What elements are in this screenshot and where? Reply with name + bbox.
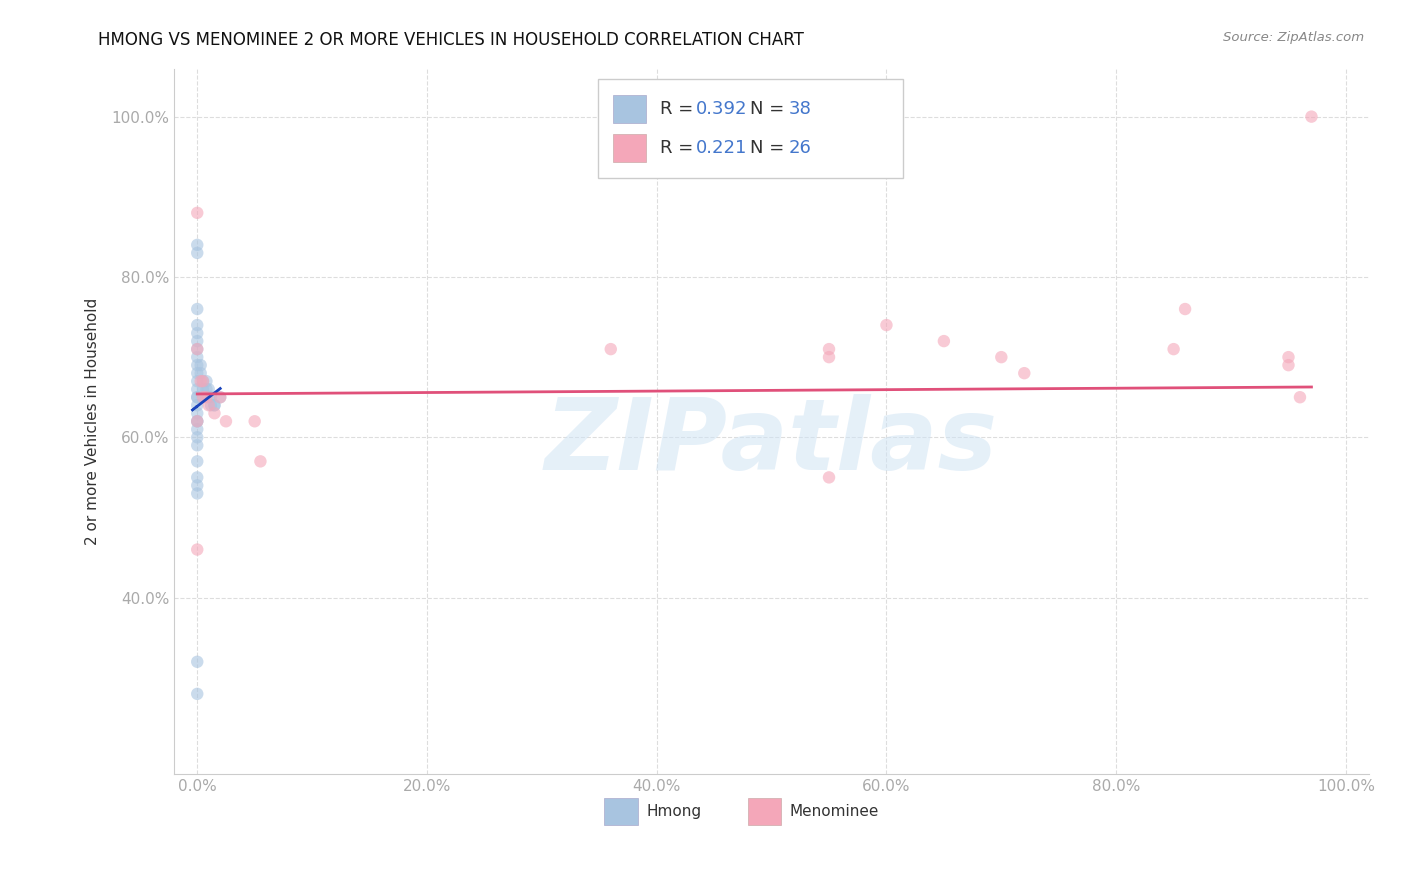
Point xyxy=(204,398,226,412)
Point xyxy=(186,454,208,468)
FancyBboxPatch shape xyxy=(605,798,638,825)
Point xyxy=(191,382,214,396)
Point xyxy=(186,342,208,356)
Point xyxy=(875,318,897,332)
Point xyxy=(599,342,621,356)
Point xyxy=(209,390,232,404)
Point xyxy=(195,382,218,396)
Point xyxy=(190,358,212,372)
Point xyxy=(186,374,208,388)
Point xyxy=(186,318,208,332)
Point xyxy=(1277,358,1299,372)
Point xyxy=(204,406,226,420)
Point xyxy=(1174,301,1197,316)
Point xyxy=(249,454,271,468)
Point xyxy=(186,334,208,348)
Point xyxy=(186,422,208,436)
Point xyxy=(186,430,208,444)
Point xyxy=(186,470,208,484)
Point xyxy=(186,438,208,452)
FancyBboxPatch shape xyxy=(748,798,782,825)
Point xyxy=(1014,366,1036,380)
Point xyxy=(186,366,208,380)
Point xyxy=(191,390,214,404)
FancyBboxPatch shape xyxy=(599,79,903,178)
Point xyxy=(818,342,841,356)
Text: 26: 26 xyxy=(789,139,811,157)
Point xyxy=(197,398,219,412)
Point xyxy=(1163,342,1185,356)
Point xyxy=(186,382,208,396)
Point xyxy=(186,246,208,260)
Point xyxy=(932,334,955,348)
Point xyxy=(186,486,208,500)
Text: N =: N = xyxy=(749,139,790,157)
Point xyxy=(191,374,214,388)
Point xyxy=(990,350,1012,364)
Point xyxy=(186,478,208,492)
FancyBboxPatch shape xyxy=(613,95,647,123)
Text: ZIPatlas: ZIPatlas xyxy=(546,394,998,491)
Text: Menominee: Menominee xyxy=(790,804,879,819)
Point xyxy=(818,350,841,364)
Text: 0.392: 0.392 xyxy=(696,100,748,118)
Point xyxy=(186,342,208,356)
Point xyxy=(186,206,208,220)
Text: Source: ZipAtlas.com: Source: ZipAtlas.com xyxy=(1223,31,1364,45)
Text: R =: R = xyxy=(661,100,699,118)
Point xyxy=(186,406,208,420)
Point xyxy=(1301,110,1323,124)
Text: N =: N = xyxy=(749,100,790,118)
Point xyxy=(186,390,208,404)
Point xyxy=(195,374,218,388)
Point xyxy=(190,366,212,380)
Text: 0.221: 0.221 xyxy=(696,139,748,157)
Point xyxy=(186,326,208,340)
Point xyxy=(197,382,219,396)
Point xyxy=(186,414,208,428)
Point xyxy=(243,414,266,428)
Point xyxy=(186,238,208,252)
Point xyxy=(818,470,841,484)
Point xyxy=(204,398,226,412)
Point xyxy=(197,390,219,404)
Point xyxy=(200,398,222,412)
Point xyxy=(186,687,208,701)
Point xyxy=(191,374,214,388)
Point xyxy=(186,414,208,428)
Point xyxy=(186,358,208,372)
Point xyxy=(186,398,208,412)
Point xyxy=(190,374,212,388)
Point xyxy=(200,390,222,404)
Point xyxy=(195,390,218,404)
Text: Hmong: Hmong xyxy=(647,804,702,819)
Point xyxy=(186,301,208,316)
Text: HMONG VS MENOMINEE 2 OR MORE VEHICLES IN HOUSEHOLD CORRELATION CHART: HMONG VS MENOMINEE 2 OR MORE VEHICLES IN… xyxy=(98,31,804,49)
Point xyxy=(186,350,208,364)
Text: 38: 38 xyxy=(789,100,811,118)
Point xyxy=(186,390,208,404)
Point xyxy=(1289,390,1312,404)
Point xyxy=(215,414,238,428)
Point xyxy=(209,390,232,404)
Point xyxy=(186,414,208,428)
Text: R =: R = xyxy=(661,139,699,157)
Y-axis label: 2 or more Vehicles in Household: 2 or more Vehicles in Household xyxy=(86,298,100,545)
Point xyxy=(186,542,208,557)
FancyBboxPatch shape xyxy=(613,134,647,162)
Point xyxy=(186,655,208,669)
Point xyxy=(1277,350,1299,364)
